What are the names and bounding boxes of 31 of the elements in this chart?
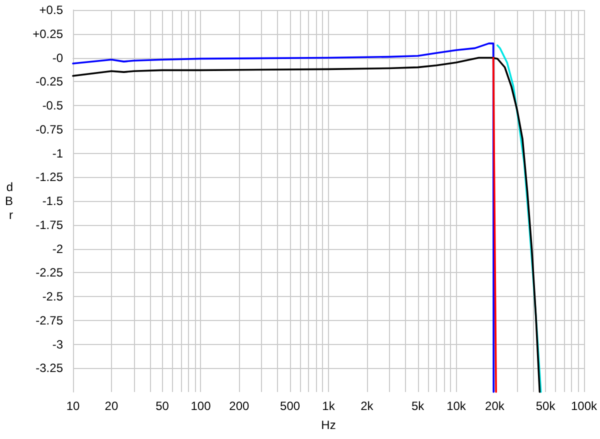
- x-tick-label: 20: [104, 399, 118, 413]
- y-tick-label: -3.25: [36, 361, 64, 376]
- x-tick-label: 10: [66, 399, 80, 413]
- x-tick-label: 2k: [360, 399, 374, 413]
- y-tick-label: -0.5: [42, 98, 64, 112]
- y-tick-label: +0.25: [32, 26, 64, 41]
- y-tick-label: -0.75: [36, 122, 64, 136]
- y-tick-label: -3: [52, 337, 64, 352]
- x-tick-label: 100: [190, 399, 212, 413]
- x-tick-label: 200: [229, 399, 250, 413]
- x-tick-label: 20k: [485, 399, 506, 413]
- x-axis-title: Hz: [321, 418, 336, 432]
- y-tick-label: -2.5: [42, 290, 64, 304]
- y-tick-label: -1.75: [36, 218, 64, 232]
- x-tick-label: 500: [280, 399, 300, 413]
- y-tick-label: -0: [52, 50, 64, 65]
- y-tick-label: -1.25: [36, 170, 64, 184]
- x-tick-label: 10k: [446, 399, 467, 413]
- y-tick-label: +0.5: [39, 3, 64, 17]
- x-tick-label: 1k: [322, 399, 336, 413]
- x-tick-label: 50k: [536, 399, 556, 413]
- y-tick-label: -2.25: [36, 266, 64, 280]
- y-tick-label: -2: [52, 242, 64, 256]
- y-tick-label: -2.75: [36, 313, 64, 328]
- y-tick-label: -0.25: [36, 74, 64, 89]
- x-tick-label: 50: [156, 399, 170, 413]
- y-tick-label: -1: [52, 146, 64, 160]
- x-tick-label: 5k: [411, 399, 426, 413]
- x-tick-label: 100k: [570, 399, 598, 413]
- y-tick-label: -1.5: [42, 194, 64, 208]
- y-axis-title: dBr: [4, 180, 13, 222]
